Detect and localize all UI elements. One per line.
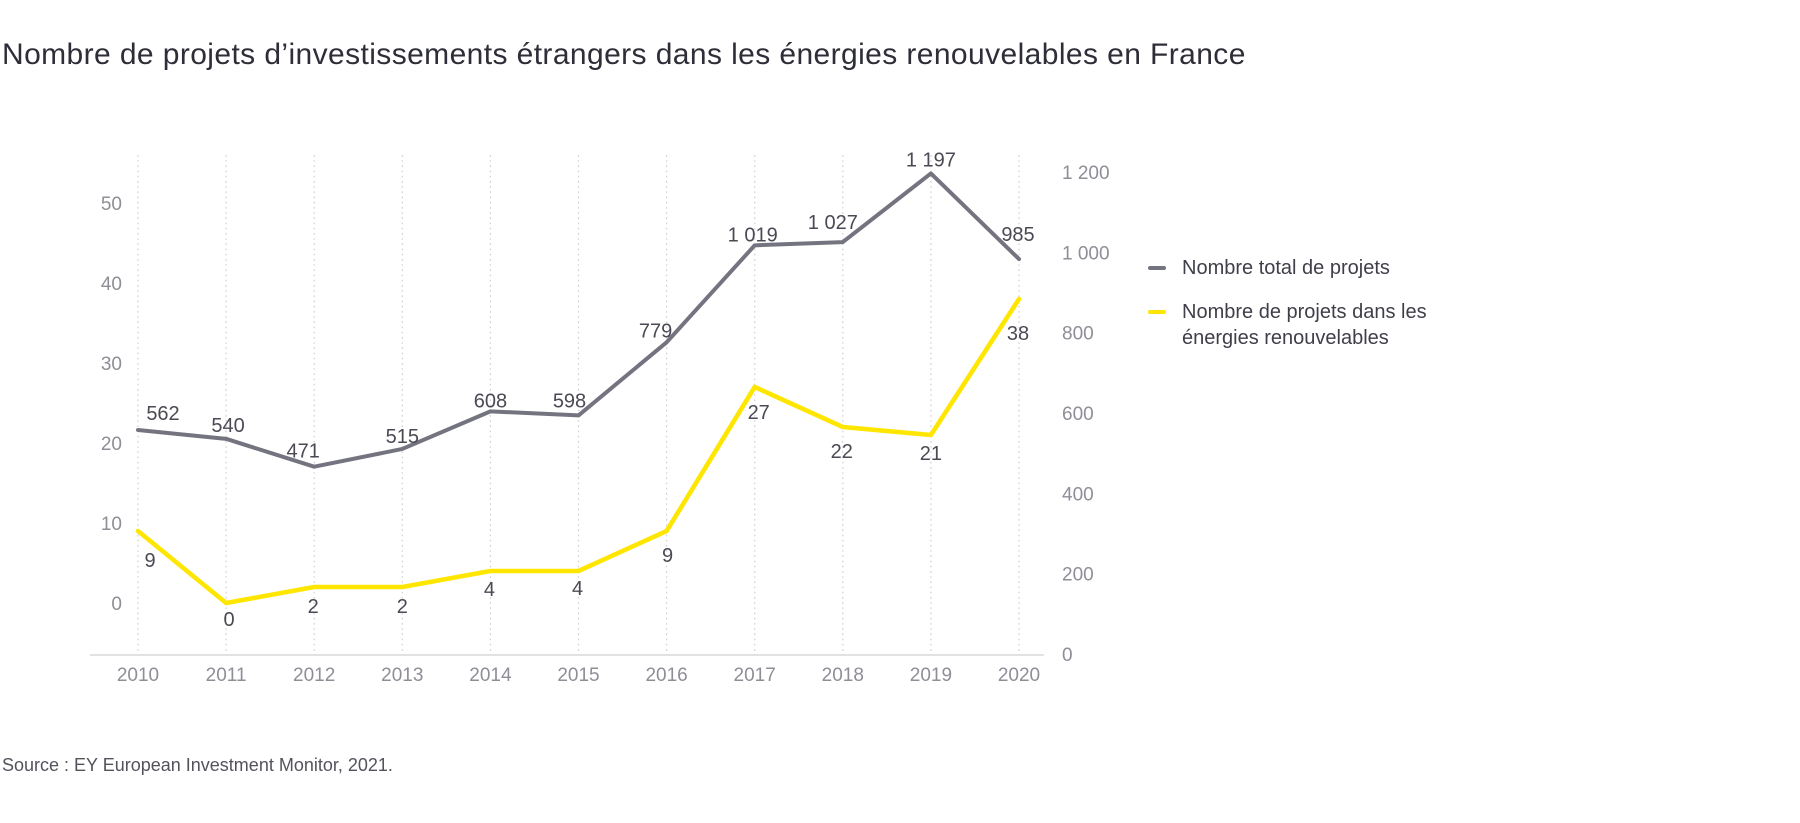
left-axis-tick: 0 bbox=[111, 594, 122, 615]
x-axis-label: 2017 bbox=[734, 665, 776, 686]
renewables-line-swatch bbox=[1148, 310, 1166, 314]
total-line-swatch bbox=[1148, 266, 1166, 270]
data-label: 985 bbox=[1001, 224, 1034, 246]
right-axis-tick: 600 bbox=[1062, 404, 1094, 425]
data-label: 1 027 bbox=[808, 212, 858, 234]
total-line bbox=[136, 171, 1021, 469]
x-axis-label: 2020 bbox=[998, 665, 1040, 686]
data-label: 779 bbox=[639, 320, 672, 342]
left-axis-tick: 20 bbox=[101, 434, 122, 455]
data-label: 4 bbox=[484, 579, 495, 601]
x-axis-label: 2011 bbox=[206, 665, 247, 686]
data-label: 38 bbox=[1007, 323, 1029, 345]
data-label: 1 197 bbox=[906, 149, 956, 171]
data-label: 9 bbox=[144, 550, 155, 572]
line-chart: 2010 2011 2012 2013 2014 2015 2016 2017 2018 2019… bbox=[90, 149, 1110, 686]
left-axis-tick: 10 bbox=[101, 514, 122, 535]
data-label: 562 bbox=[146, 403, 179, 425]
x-axis-label: 2016 bbox=[645, 665, 687, 686]
x-axis-label: 2012 bbox=[293, 665, 335, 686]
x-axis-label: 2010 bbox=[117, 665, 159, 686]
left-axis-tick: 50 bbox=[101, 194, 122, 215]
data-label: 598 bbox=[553, 390, 586, 412]
x-axis-label: 2014 bbox=[469, 665, 512, 686]
right-axis-tick: 400 bbox=[1062, 484, 1094, 505]
data-label: 4 bbox=[572, 578, 583, 600]
page-title: Nombre de projets d’investissements étra… bbox=[2, 38, 1246, 71]
data-label: 2 bbox=[397, 596, 408, 618]
source-note: Source : EY European Investment Monitor,… bbox=[2, 755, 393, 775]
right-axis-tick: 800 bbox=[1062, 324, 1094, 345]
data-label: 1 019 bbox=[728, 224, 778, 246]
data-label: 0 bbox=[224, 609, 235, 631]
left-axis-tick: 30 bbox=[101, 354, 122, 375]
renewables-line bbox=[135, 296, 1022, 606]
data-label: 2 bbox=[308, 596, 319, 618]
data-label: 21 bbox=[920, 443, 942, 465]
data-label: 471 bbox=[287, 441, 320, 463]
x-axis-label: 2013 bbox=[381, 665, 423, 686]
x-axis-label: 2018 bbox=[822, 665, 864, 686]
data-label: 515 bbox=[386, 426, 419, 448]
left-axis-tick: 40 bbox=[101, 274, 122, 295]
x-axis-label: 2015 bbox=[557, 665, 599, 686]
legend-item-total: Nombre total de projets bbox=[1148, 255, 1444, 281]
right-axis-tick: 0 bbox=[1062, 645, 1073, 666]
data-label: 27 bbox=[748, 402, 770, 424]
data-label: 9 bbox=[662, 545, 673, 567]
legend-label-total: Nombre total de projets bbox=[1182, 257, 1390, 279]
right-axis-tick: 1 000 bbox=[1062, 243, 1110, 264]
chart-legend: Nombre total de projets Nombre de projet… bbox=[1148, 255, 1444, 351]
x-axis-label: 2019 bbox=[910, 665, 952, 686]
right-axis-tick: 1 200 bbox=[1062, 163, 1110, 184]
data-label: 608 bbox=[474, 390, 507, 412]
data-label: 22 bbox=[831, 441, 853, 463]
right-axis-tick: 200 bbox=[1062, 565, 1094, 586]
legend-label-renewables: Nombre de projets dans les énergies reno… bbox=[1182, 301, 1427, 349]
data-label: 540 bbox=[211, 415, 244, 437]
legend-item-renewables: Nombre de projets dans les énergies reno… bbox=[1148, 299, 1444, 351]
